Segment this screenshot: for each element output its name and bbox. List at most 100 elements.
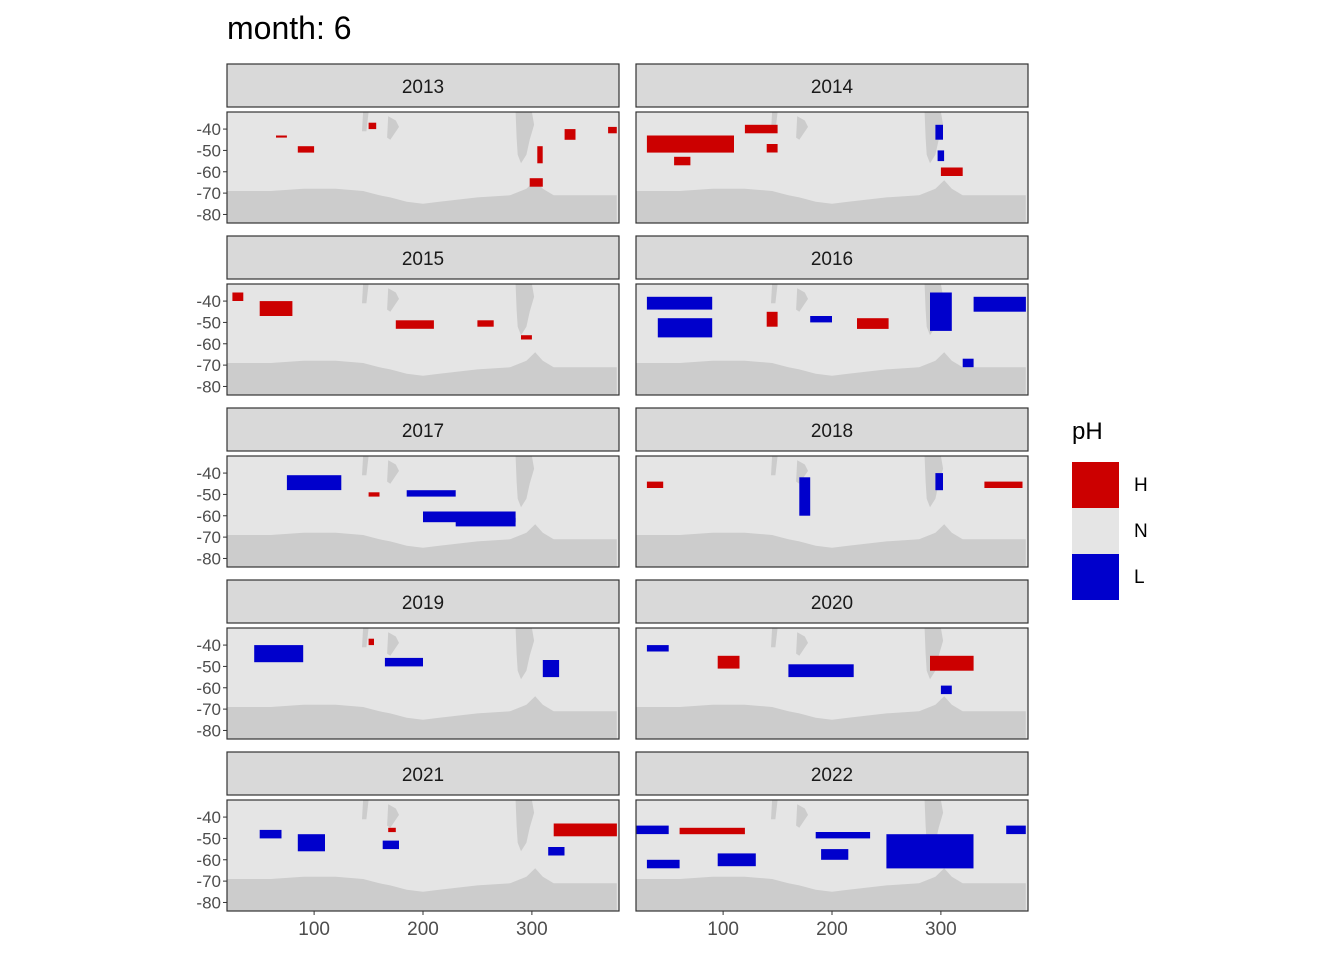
panel-border — [226, 283, 620, 396]
y-tick-label: -40 — [196, 808, 221, 827]
facet-strip-label: 2015 — [402, 249, 444, 270]
antarctica-land — [636, 524, 1026, 567]
legend-label-h: H — [1134, 475, 1148, 496]
panel-border — [226, 455, 620, 568]
anomaly-cell-h — [388, 827, 396, 833]
facet-panel-2018: 2018 — [635, 407, 1029, 568]
new-zealand-land — [796, 288, 808, 312]
antarctica-land — [636, 868, 1026, 911]
y-tick-label: -80 — [196, 549, 221, 568]
x-tick-label: 200 — [816, 919, 848, 940]
anomaly-cell-l — [930, 292, 952, 331]
new-zealand-land — [387, 460, 399, 484]
new-zealand-land — [796, 632, 808, 656]
facet-panel-2019: 2019 -40 -50 -60 -70 -80 — [196, 579, 620, 740]
anomaly-cell-h — [744, 124, 778, 134]
new-zealand-land — [387, 288, 399, 312]
antarctica-land — [636, 352, 1026, 395]
x-tick-label: 100 — [298, 919, 330, 940]
anomaly-cell-h — [368, 638, 374, 646]
anomaly-cell-h — [930, 655, 974, 671]
anomaly-cell-h — [674, 156, 691, 166]
legend: pH H N L — [1072, 418, 1192, 618]
facet-panel-2015: 2015 -40 -50 -60 -70 -80 — [196, 235, 620, 396]
panel-border — [635, 455, 1029, 568]
anomaly-cell-l — [815, 832, 871, 839]
facet-strip — [635, 407, 1029, 452]
antarctica-land — [227, 696, 617, 739]
legend-key-h — [1072, 462, 1119, 508]
chart-title: month: 6 — [227, 10, 352, 46]
anomaly-cell-l — [962, 358, 974, 368]
south-america-land — [515, 456, 535, 508]
anomaly-cell-l — [973, 296, 1026, 312]
anomaly-cell-l — [935, 124, 943, 140]
anomaly-cell-l — [646, 296, 713, 310]
antarctica-land — [636, 696, 1026, 739]
tasmania-land — [362, 284, 369, 304]
y-tick-label: -50 — [196, 313, 221, 332]
y-tick-label: -70 — [196, 184, 221, 203]
facet-strip-label: 2022 — [811, 765, 853, 786]
anomaly-cell-h — [276, 135, 287, 138]
legend-title: pH — [1072, 418, 1103, 445]
panel-border — [226, 111, 620, 224]
anomaly-cell-l — [455, 517, 516, 527]
y-tick-label: -80 — [196, 377, 221, 396]
anomaly-cell-h — [646, 481, 664, 488]
anomaly-cell-h — [232, 292, 244, 301]
y-tick-label: -40 — [196, 292, 221, 311]
y-tick-label: -50 — [196, 829, 221, 848]
panel-border — [635, 627, 1029, 740]
facet-strip — [226, 63, 620, 108]
antarctica-land — [636, 180, 1026, 223]
anomaly-cell-l — [940, 685, 952, 695]
x-tick-label: 300 — [925, 919, 957, 940]
tasmania-land — [362, 112, 369, 132]
anomaly-cell-h — [857, 318, 889, 329]
anomaly-cell-h — [564, 129, 576, 140]
anomaly-cell-l — [548, 847, 565, 856]
anomaly-cell-l — [286, 475, 342, 491]
anomaly-cell-h — [521, 335, 532, 340]
anomaly-cell-h — [766, 144, 778, 153]
y-tick-label: -60 — [196, 507, 221, 526]
tasmania-land — [771, 284, 778, 304]
anomaly-cell-h — [984, 481, 1023, 488]
anomaly-cell-l — [799, 477, 811, 516]
legend-key-l — [1072, 554, 1119, 600]
y-tick-label: -50 — [196, 485, 221, 504]
anomaly-cell-l — [646, 859, 680, 869]
facet-strip — [635, 63, 1029, 108]
facet-strip-label: 2021 — [402, 765, 444, 786]
new-zealand-land — [387, 116, 399, 140]
new-zealand-land — [796, 804, 808, 828]
y-tick-label: -60 — [196, 679, 221, 698]
anomaly-cell-h — [766, 311, 778, 327]
facet-strip — [226, 407, 620, 452]
tasmania-land — [362, 628, 369, 648]
south-america-land — [924, 628, 944, 680]
anomaly-cell-h — [368, 492, 380, 497]
y-tick-label: -50 — [196, 657, 221, 676]
y-tick-label: -40 — [196, 464, 221, 483]
facet-panel-2020: 2020 — [635, 579, 1029, 740]
antarctica-land — [227, 868, 617, 911]
y-tick-label: -40 — [196, 636, 221, 655]
anomaly-cell-h — [477, 320, 494, 327]
legend-key-n — [1072, 508, 1119, 554]
antarctica-land — [227, 180, 617, 223]
tasmania-land — [362, 456, 369, 476]
anomaly-cell-l — [1006, 825, 1026, 835]
anomaly-cell-l — [935, 473, 943, 491]
facet-strip-label: 2013 — [402, 77, 444, 98]
y-tick-label: -60 — [196, 335, 221, 354]
anomaly-cell-l — [254, 645, 304, 663]
facet-panel-2021: 2021 -40 -50 -60 -70 -80 100 200 300 — [196, 751, 620, 940]
new-zealand-land — [796, 460, 808, 484]
anomaly-cell-l — [423, 511, 516, 523]
new-zealand-land — [387, 632, 399, 656]
tasmania-land — [771, 628, 778, 648]
anomaly-cell-h — [646, 135, 734, 153]
anomaly-cell-h — [259, 301, 293, 316]
